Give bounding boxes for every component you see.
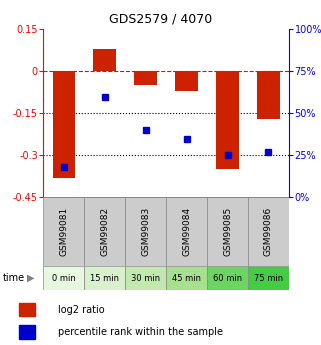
Text: GSM99084: GSM99084 [182, 207, 191, 256]
Text: GSM99083: GSM99083 [141, 207, 150, 256]
Bar [248, 266, 289, 290]
Text: 75 min: 75 min [254, 274, 283, 283]
Text: GDS2579 / 4070: GDS2579 / 4070 [109, 12, 212, 25]
Bar [216, 71, 239, 169]
Bar [175, 71, 198, 91]
Text: GSM99081: GSM99081 [59, 207, 68, 256]
Bar [134, 71, 157, 85]
Bar [207, 266, 248, 290]
Text: GSM99082: GSM99082 [100, 207, 109, 256]
Text: GSM99085: GSM99085 [223, 207, 232, 256]
Text: 30 min: 30 min [131, 274, 160, 283]
Text: ▶: ▶ [27, 273, 35, 283]
Text: GSM99086: GSM99086 [264, 207, 273, 256]
Text: 60 min: 60 min [213, 274, 242, 283]
Text: 15 min: 15 min [90, 274, 119, 283]
Bar [207, 197, 248, 266]
Bar [84, 197, 125, 266]
Bar [43, 266, 84, 290]
Text: time: time [3, 273, 25, 283]
Text: log2 ratio: log2 ratio [58, 305, 105, 315]
Bar [19, 325, 35, 339]
Text: percentile rank within the sample: percentile rank within the sample [58, 327, 223, 337]
Bar [53, 71, 75, 178]
Bar [166, 266, 207, 290]
Text: 0 min: 0 min [52, 274, 76, 283]
Bar [257, 71, 280, 119]
Text: 45 min: 45 min [172, 274, 201, 283]
Bar [125, 266, 166, 290]
Bar [166, 197, 207, 266]
Bar [19, 303, 35, 316]
Bar [125, 197, 166, 266]
Bar [93, 49, 116, 71]
Bar [248, 197, 289, 266]
Bar [84, 266, 125, 290]
Bar [43, 197, 84, 266]
